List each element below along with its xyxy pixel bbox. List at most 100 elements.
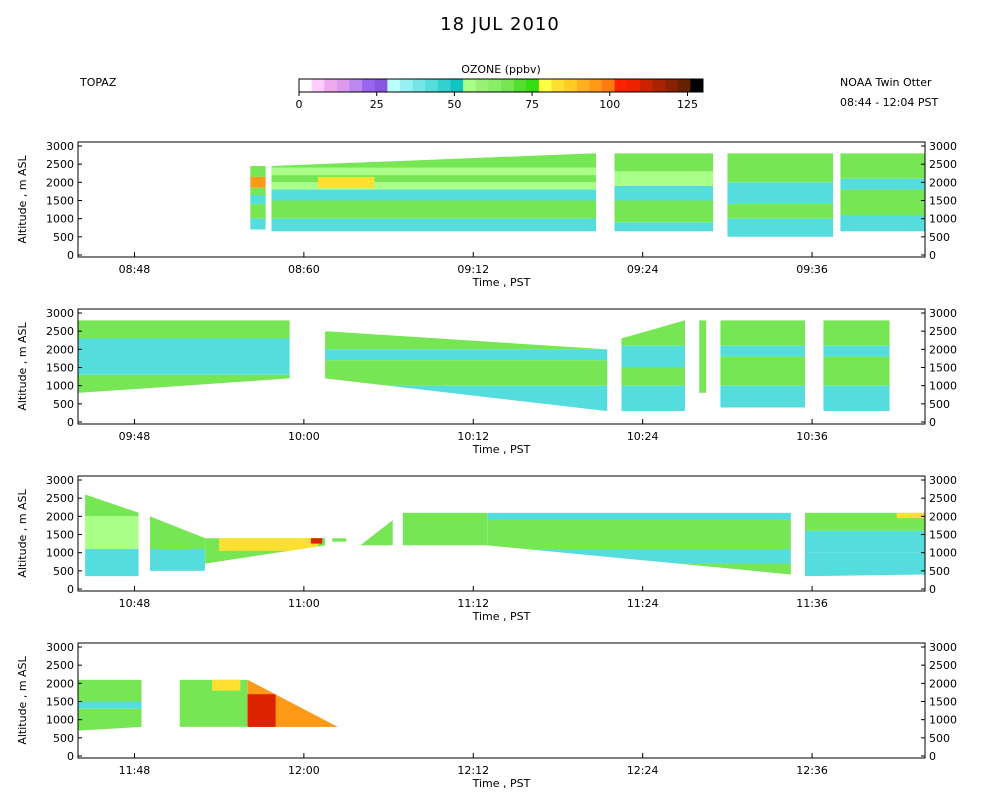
y-tick-label: 0 <box>929 750 936 763</box>
ozone-layer <box>614 200 714 223</box>
ozone-layer <box>402 512 488 546</box>
ozone-layer <box>78 708 142 731</box>
x-tick-label: 11:36 <box>796 597 828 610</box>
colorbar-swatch <box>450 79 464 92</box>
x-tick-label: 10:24 <box>627 430 659 443</box>
colorbar-tick-label: 125 <box>677 98 698 111</box>
page-title: 18 JUL 2010 <box>440 14 560 35</box>
colorbar: OZONE (ppbv) 0 25 50 75 100 125 <box>296 63 704 111</box>
curtain-segment <box>78 320 290 393</box>
colorbar-swatch <box>690 79 704 92</box>
y-tick-label: 500 <box>929 565 950 578</box>
y-tick-label: 1000 <box>929 547 957 560</box>
x-tick-label: 11:24 <box>627 597 659 610</box>
y-tick-label: 2500 <box>929 158 957 171</box>
colorbar-swatch <box>311 79 325 92</box>
colorbar-swatch <box>349 79 363 92</box>
colorbar-swatch <box>652 79 666 92</box>
ozone-layer <box>614 185 714 201</box>
x-axis-label: Time , PST <box>472 610 531 623</box>
x-tick-label: 08:60 <box>288 263 320 276</box>
colorbar-swatch <box>665 79 679 92</box>
ozone-layer <box>805 530 925 553</box>
ozone-layer <box>727 153 834 183</box>
ozone-layer <box>85 549 139 577</box>
colorbar-swatch <box>639 79 653 92</box>
ozone-layer <box>823 320 890 346</box>
instrument-label: TOPAZ <box>80 76 117 89</box>
ozone-layer <box>487 519 791 550</box>
y-tick-label: 500 <box>53 231 74 244</box>
x-tick-label: 10:00 <box>288 430 320 443</box>
ozone-layer <box>621 385 686 412</box>
colorbar-swatch <box>513 79 527 92</box>
ozone-layer <box>840 153 925 179</box>
curtain-segment <box>325 331 608 412</box>
colorbar-swatch <box>362 79 376 92</box>
colorbar-tick-label: 50 <box>447 98 461 111</box>
colorbar-tick-label: 75 <box>525 98 539 111</box>
y-tick-label: 2000 <box>929 343 957 356</box>
y-tick-label: 1500 <box>929 362 957 375</box>
panel-frame <box>77 308 926 425</box>
ozone-layer <box>78 320 290 339</box>
ozone-layer <box>727 182 834 205</box>
ozone-layer <box>720 320 806 346</box>
ozone-layer <box>720 356 806 386</box>
y-tick-label: 2500 <box>46 325 74 338</box>
colorbar-swatch <box>538 79 552 92</box>
ozone-layer <box>250 165 266 177</box>
y-tick-label: 0 <box>929 583 936 596</box>
y-tick-label: 0 <box>67 583 74 596</box>
ozone-patch <box>317 176 375 188</box>
ozone-layer <box>85 494 139 517</box>
ozone-layer <box>271 175 597 183</box>
y-tick-label: 1500 <box>46 362 74 375</box>
ozone-layer <box>271 182 597 190</box>
curtain-segment <box>85 494 139 577</box>
colorbar-title: OZONE (ppbv) <box>461 63 541 76</box>
colorbar-swatch <box>425 79 439 92</box>
curtain-panel: 0 0 500 500 1000 1000 1500 1500 2000 2000 2500 2500… <box>16 307 957 456</box>
y-tick-label: 2000 <box>929 677 957 690</box>
y-tick-label: 2000 <box>46 343 74 356</box>
ozone-patch <box>310 538 323 544</box>
ozone-layer <box>271 218 597 232</box>
x-tick-label: 11:12 <box>457 597 489 610</box>
colorbar-swatch <box>463 79 477 92</box>
colorbar-tick-label: 100 <box>599 98 620 111</box>
curtain-segment <box>247 679 338 727</box>
panel-frame <box>77 141 926 258</box>
ozone-layer <box>332 538 347 542</box>
y-axis-label: Altitude , m ASL <box>16 154 29 243</box>
ozone-layer <box>823 356 890 386</box>
ozone-patch <box>247 694 276 727</box>
curtain-segment <box>823 320 890 412</box>
y-tick-label: 1000 <box>929 213 957 226</box>
y-tick-label: 2500 <box>929 492 957 505</box>
x-axis-label: Time , PST <box>472 276 531 289</box>
colorbar-tick-label: 25 <box>370 98 384 111</box>
y-tick-label: 0 <box>67 249 74 262</box>
y-tick-label: 3000 <box>46 474 74 487</box>
ozone-layer <box>149 516 206 550</box>
y-tick-label: 0 <box>67 416 74 429</box>
x-tick-label: 12:36 <box>796 764 828 777</box>
ozone-layer <box>727 204 834 219</box>
y-tick-label: 2000 <box>46 510 74 523</box>
colorbar-swatch <box>627 79 641 92</box>
y-tick-label: 2000 <box>46 176 74 189</box>
y-tick-label: 2500 <box>46 492 74 505</box>
y-tick-label: 500 <box>53 565 74 578</box>
ozone-layer <box>149 549 206 571</box>
colorbar-swatch <box>488 79 502 92</box>
x-tick-label: 10:12 <box>457 430 489 443</box>
ozone-patch <box>896 512 925 519</box>
colorbar-swatch <box>336 79 350 92</box>
x-tick-label: 12:12 <box>457 764 489 777</box>
y-tick-label: 0 <box>67 750 74 763</box>
y-tick-label: 1500 <box>46 529 74 542</box>
curtain-segment <box>614 153 714 232</box>
y-tick-label: 2500 <box>929 659 957 672</box>
